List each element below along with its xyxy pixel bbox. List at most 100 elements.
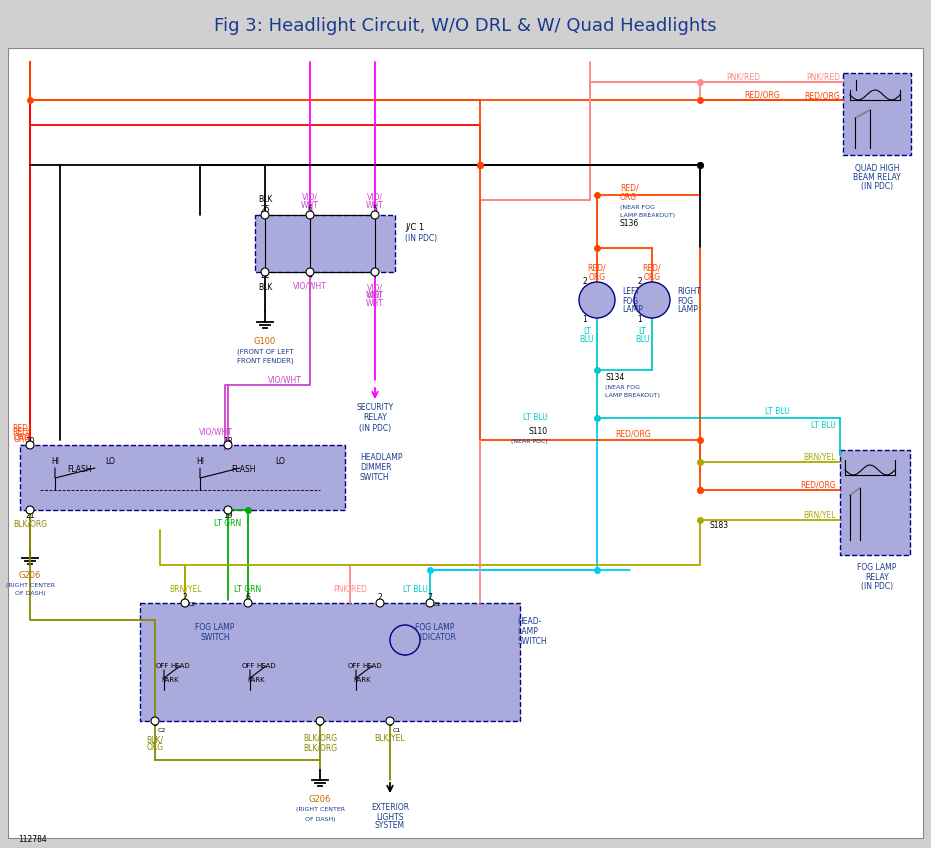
Text: RED/ORG: RED/ORG [744,91,780,99]
Text: RED/: RED/ [620,183,639,192]
Text: RED/ORG: RED/ORG [801,481,836,489]
Bar [20,445,345,510]
Text: BLU: BLU [635,336,649,344]
Text: FOG LAMP: FOG LAMP [857,564,897,572]
Circle shape [261,268,269,276]
Text: 2: 2 [378,594,383,602]
Circle shape [371,268,379,276]
Text: SECURITY: SECURITY [357,404,394,412]
Text: 6: 6 [307,205,313,215]
Text: BLK: BLK [258,196,272,204]
Text: DIMMER: DIMMER [360,464,392,472]
Text: LT BLU: LT BLU [523,414,548,422]
Text: OFF: OFF [155,663,169,669]
Text: SYSTEM: SYSTEM [375,822,405,830]
Text: ORG: ORG [588,272,605,282]
Text: Fig 3: Headlight Circuit, W/O DRL & W/ Quad Headlights: Fig 3: Headlight Circuit, W/O DRL & W/ Q… [214,17,717,35]
Circle shape [306,268,314,276]
Bar [840,450,910,555]
Text: ORG: ORG [620,192,637,202]
Text: INDICATOR: INDICATOR [414,633,456,641]
Circle shape [224,441,232,449]
Text: BRN/YEL: BRN/YEL [803,453,836,461]
Text: (IN PDC): (IN PDC) [861,582,893,590]
Text: (RIGHT CENTER: (RIGHT CENTER [6,583,55,589]
Text: S134: S134 [605,373,625,382]
Text: (NEAR FOG: (NEAR FOG [605,386,640,390]
Text: (IN PDC): (IN PDC) [359,423,391,432]
Text: WHT: WHT [301,200,319,209]
Text: WHT: WHT [366,298,384,308]
Text: G206: G206 [19,572,41,581]
Text: LT GRN: LT GRN [214,520,242,528]
Circle shape [151,717,159,725]
Text: 2: 2 [583,277,587,287]
Text: ORG: ORG [643,272,661,282]
Text: LIGHTS: LIGHTS [376,812,404,822]
Text: PNK/RED: PNK/RED [806,72,840,81]
Text: HEAD: HEAD [170,663,190,669]
Text: PNK/RED: PNK/RED [333,584,367,594]
Circle shape [261,211,269,219]
Text: FRONT FENDER): FRONT FENDER) [236,358,293,365]
Text: G206: G206 [309,795,331,805]
Text: 6: 6 [246,594,250,602]
Text: LAMP: LAMP [677,305,698,315]
Text: J/C 1: J/C 1 [405,224,425,232]
Circle shape [376,599,384,607]
Text: OFF: OFF [347,663,360,669]
Text: LT BLU: LT BLU [765,408,790,416]
Text: LAMP: LAMP [517,628,538,637]
Text: HEADLAMP: HEADLAMP [360,454,402,462]
Text: 2: 2 [638,277,642,287]
Text: 5: 5 [317,719,322,728]
Text: OF DASH): OF DASH) [15,592,46,596]
Text: VIO/WHT: VIO/WHT [199,427,233,437]
Circle shape [316,717,324,725]
Text: C2: C2 [158,728,167,733]
Text: (RIGHT CENTER: (RIGHT CENTER [295,807,344,812]
Text: PARK: PARK [248,677,264,683]
Circle shape [371,211,379,219]
Text: G100: G100 [254,338,277,347]
Text: (NEAR PDC): (NEAR PDC) [511,439,548,444]
Text: 7: 7 [427,594,432,602]
Text: 7: 7 [372,271,377,281]
Text: 4: 4 [307,271,313,281]
Circle shape [426,599,434,607]
Text: VIO/: VIO/ [367,192,383,202]
Circle shape [26,441,34,449]
Text: 25: 25 [260,205,270,215]
Text: RED/ORG: RED/ORG [615,429,651,438]
Text: C1: C1 [433,601,441,606]
Text: FOG: FOG [622,297,638,305]
Text: RELAY: RELAY [363,414,387,422]
Text: LO: LO [275,458,285,466]
Circle shape [634,282,670,318]
Text: OFF: OFF [241,663,255,669]
Text: HI: HI [196,458,204,466]
Text: ORG: ORG [146,744,164,752]
Text: RELAY: RELAY [865,572,889,582]
Text: ORG: ORG [13,432,31,442]
Text: BLK/ORG: BLK/ORG [303,734,337,743]
Text: LAMP BREAKOUT): LAMP BREAKOUT) [605,393,660,399]
Text: (IN PDC): (IN PDC) [405,233,438,243]
Circle shape [390,625,420,655]
Bar [843,73,911,155]
Text: BLK/ORG: BLK/ORG [13,520,47,528]
Text: 21: 21 [25,511,34,521]
Text: VIO/: VIO/ [367,283,383,293]
Text: SWITCH: SWITCH [360,473,390,483]
Text: 1: 1 [153,719,157,728]
Text: SWITCH: SWITCH [517,638,546,646]
Text: C2: C2 [188,601,196,606]
Circle shape [244,599,252,607]
Text: LT: LT [638,327,646,337]
Text: HEAD-: HEAD- [517,617,541,627]
Text: VIO/: VIO/ [367,291,383,299]
Text: LAMP BREAKOUT): LAMP BREAKOUT) [620,213,675,217]
Text: LO: LO [105,458,115,466]
Text: PARK: PARK [161,677,179,683]
Text: BRN/YEL: BRN/YEL [803,510,836,520]
